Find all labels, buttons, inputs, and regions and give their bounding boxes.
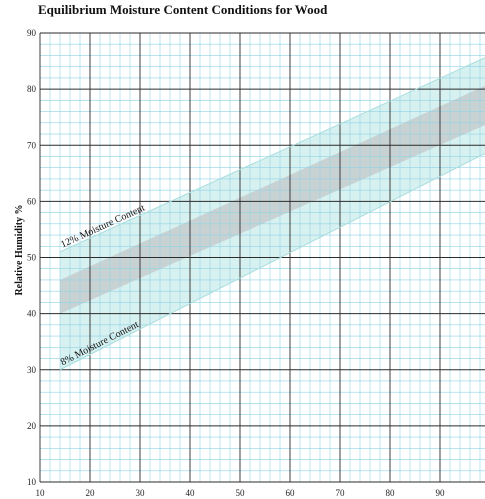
x-tick-label: 80	[386, 488, 396, 498]
y-tick-label: 20	[27, 421, 37, 431]
y-tick-label: 40	[27, 309, 37, 319]
x-tick-label: 10	[36, 488, 46, 498]
dark-band	[60, 85, 485, 314]
y-tick-label: 60	[27, 196, 37, 206]
series-line	[59, 57, 485, 253]
x-tick-label: 40	[186, 488, 196, 498]
series-line	[59, 152, 485, 371]
tick-labels: 10 20 30 40 50 60 70 80 90 10 20 30 40 50 60 70 80 90	[27, 28, 445, 498]
chart-title: Equilibrium Moisture Content Conditions …	[38, 2, 328, 17]
y-tick-label: 10	[27, 477, 37, 487]
x-tick-label: 90	[436, 488, 446, 498]
x-tick-label: 70	[336, 488, 346, 498]
lines-layer	[59, 57, 485, 371]
y-axis-label: Relative Humidity %	[14, 204, 25, 295]
y-tick-label: 90	[27, 28, 37, 38]
y-tick-label: 30	[27, 365, 37, 375]
y-tick-label: 50	[27, 253, 37, 263]
y-tick-label: 70	[27, 140, 37, 150]
x-tick-label: 20	[86, 488, 96, 498]
grid-layer	[39, 32, 485, 483]
x-tick-label: 50	[236, 488, 246, 498]
x-tick-label: 60	[286, 488, 296, 498]
x-tick-label: 30	[136, 488, 146, 498]
y-tick-label: 80	[27, 84, 37, 94]
bands-layer	[60, 57, 485, 370]
